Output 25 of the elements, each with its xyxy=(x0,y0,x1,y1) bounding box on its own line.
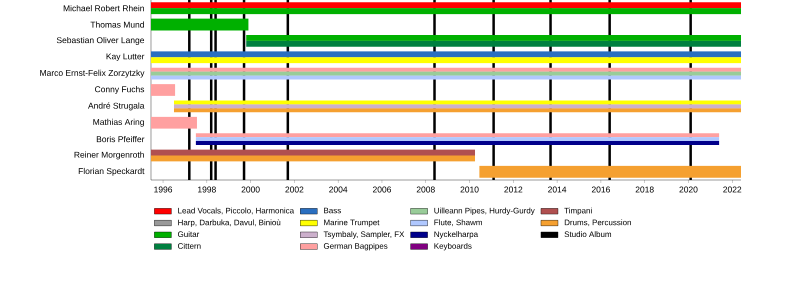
x-tick-label: 2008 xyxy=(416,186,435,193)
x-tick-label: 2016 xyxy=(592,186,610,193)
x-tick-label: 2014 xyxy=(548,186,566,193)
x-tick-label: 2020 xyxy=(679,186,698,193)
y-tick-label: Boris Pfeiffer xyxy=(96,136,144,142)
y-tick-label: Michael Robert Rhein xyxy=(64,5,144,12)
y-tick-label: Thomas Mund xyxy=(90,21,144,28)
x-tick-label: 2010 xyxy=(460,186,479,193)
y-tick-label: Sebastian Oliver Lange xyxy=(56,36,144,45)
x-tick-label: 2012 xyxy=(504,186,522,193)
y-tick-label: Reiner Morgenroth xyxy=(74,152,144,160)
y-tick-label: Kay Lutter xyxy=(106,53,144,62)
y-tick-label: Conny Fuchs xyxy=(95,86,144,94)
y-tick-label: Florian Speckardt xyxy=(78,168,144,176)
x-tick-label: 2000 xyxy=(242,186,260,193)
x-tick-label: 2022 xyxy=(723,186,742,193)
y-tick-label: Marco Ernst-Felix Zorzytzky xyxy=(40,70,144,78)
y-tick-label: André Strugala xyxy=(88,102,144,110)
x-tick-label: 2018 xyxy=(636,186,654,193)
x-tick-label: 2006 xyxy=(372,186,392,193)
x-tick-label: 1996 xyxy=(154,186,172,193)
y-tick-label: Mathias Aring xyxy=(93,118,144,127)
x-tick-label: 1998 xyxy=(198,186,216,193)
x-tick-label: 2004 xyxy=(329,186,348,193)
x-tick-label: 2002 xyxy=(285,186,304,193)
